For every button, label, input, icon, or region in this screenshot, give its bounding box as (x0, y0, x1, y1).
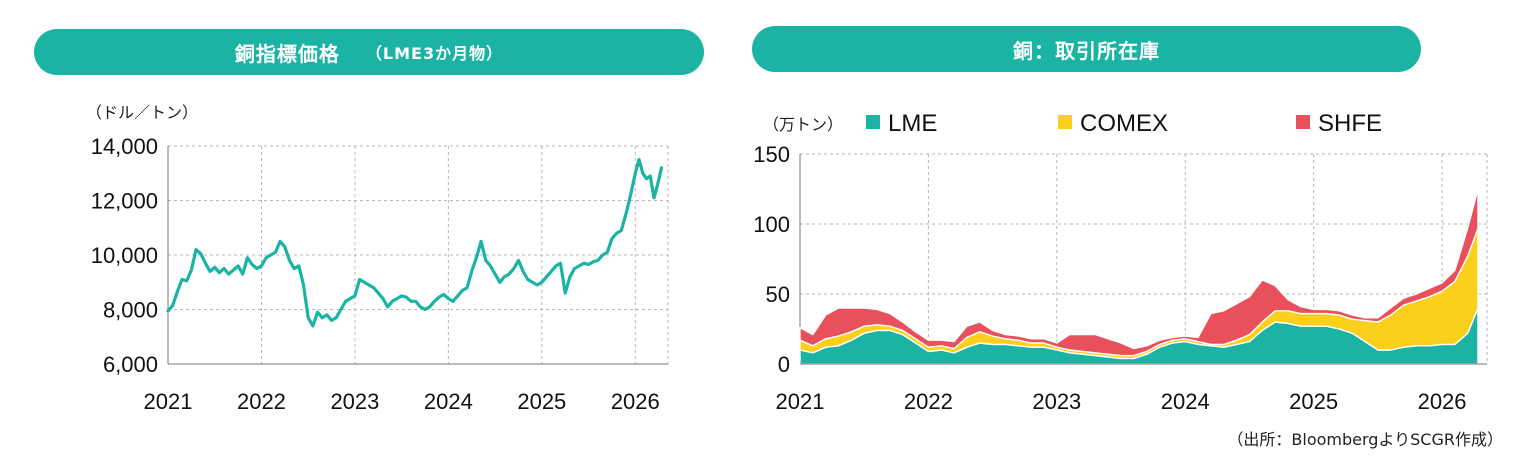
x-tick-label: 2023 (330, 389, 379, 414)
y-tick-label: 10,000 (91, 243, 158, 268)
legend-label-shfe: SHFE (1318, 110, 1382, 137)
x-tick-label: 2022 (904, 389, 953, 414)
y-tick-label: 50 (766, 282, 790, 307)
y-tick-label: 100 (753, 212, 790, 237)
x-tick-label: 2021 (144, 389, 193, 414)
left-panel-title: 銅指標価格 (234, 41, 340, 66)
legend-label-lme: LME (888, 110, 937, 137)
x-tick-label: 2025 (517, 389, 566, 414)
legend-swatch-comex (1058, 115, 1072, 129)
y-tick-label: 6,000 (103, 352, 158, 377)
left-panel-subtitle: （LME3か月物） (365, 44, 504, 63)
x-tick-label: 2023 (1032, 389, 1081, 414)
area-shfe (799, 188, 1479, 357)
copper-price-chart: 14,000 12,000 10,000 8,000 6,000 2021 2022 2023… (86, 103, 669, 414)
y-tick-label: 8,000 (103, 298, 158, 323)
right-panel-title: 銅：取引所在庫 (1013, 38, 1160, 63)
source-note: （出所：BloombergよりSCGR作成） (1227, 430, 1503, 449)
y-tick-label: 12,000 (91, 189, 158, 214)
y-tick-label: 14,000 (91, 134, 158, 159)
legend-swatch-shfe (1296, 115, 1310, 129)
legend-label-comex: COMEX (1080, 110, 1168, 137)
x-tick-label: 2026 (611, 389, 660, 414)
right-panel-title-bar: 銅：取引所在庫 (752, 26, 1421, 72)
unit-label: （万トン） (763, 115, 843, 134)
x-tick-label: 2026 (1418, 389, 1467, 414)
x-tick-label: 2022 (237, 389, 286, 414)
y-tick-label: 150 (753, 142, 790, 167)
legend-swatch-lme (866, 115, 880, 129)
price-line (166, 158, 664, 328)
unit-label: （ドル／トン） (86, 103, 198, 122)
left-panel-title-bar: 銅指標価格 （LME3か月物） (34, 29, 704, 75)
x-tick-label: 2024 (1161, 389, 1210, 414)
x-tick-label: 2025 (1289, 389, 1338, 414)
copper-inventory-chart: 150 100 50 0 2021 2022 2023 2024 2025 2026 （万トン） LM… (753, 110, 1488, 414)
x-tick-label: 2024 (424, 389, 473, 414)
x-tick-label: 2021 (776, 389, 825, 414)
y-tick-label: 0 (778, 352, 790, 377)
